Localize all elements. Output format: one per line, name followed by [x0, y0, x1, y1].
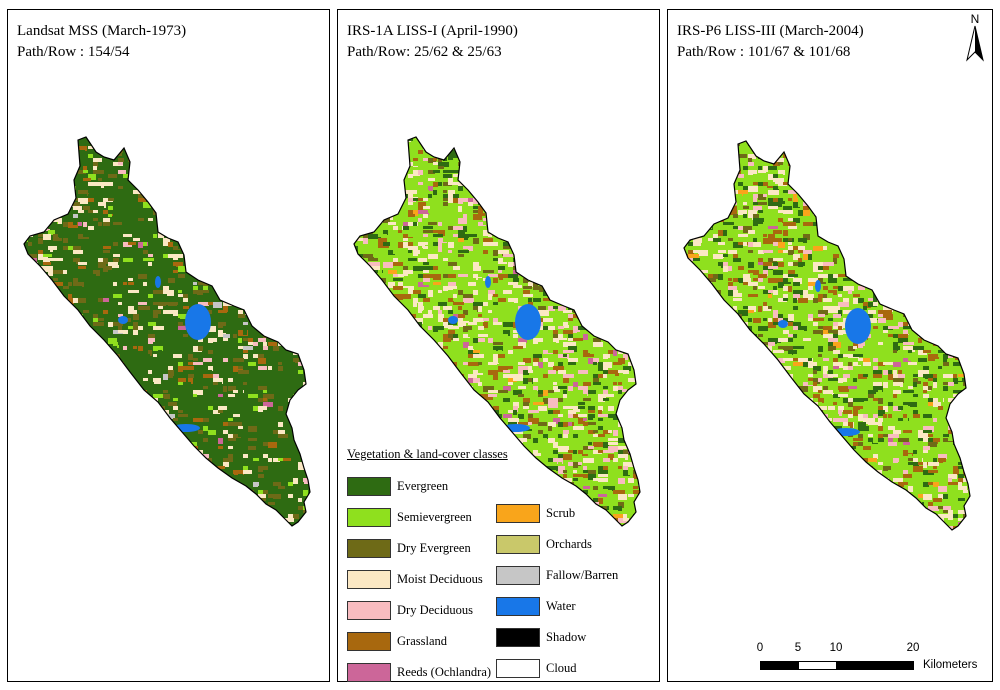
panel-subtitle: Path/Row : 154/54: [17, 44, 130, 60]
map-panel-1990: IRS-1A LISS-I (April-1990) Path/Row: 25/…: [337, 9, 660, 682]
panel-subtitle: Path/Row : 101/67 & 101/68: [677, 44, 851, 60]
legend-swatch: [496, 597, 540, 616]
panel-title-block: Landsat MSS (March-1973) Path/Row : 154/…: [17, 21, 186, 63]
scale-segment: [760, 661, 799, 670]
legend-swatch: [496, 504, 540, 523]
legend-label: Dry Evergreen: [397, 541, 471, 555]
scale-tick: 20: [906, 642, 920, 654]
legend-swatch: [347, 632, 391, 651]
land-cover-map-1973: [23, 136, 311, 527]
panel-title-block: IRS-1A LISS-I (April-1990) Path/Row: 25/…: [347, 21, 518, 63]
scale-segment: [798, 661, 837, 670]
legend-label: Reeds (Ochlandra): [397, 665, 492, 679]
north-arrow: N: [963, 12, 987, 62]
scale-segment: [836, 661, 914, 670]
legend-label: Dry Deciduous: [397, 603, 474, 617]
legend-label: Fallow/Barren: [546, 568, 619, 582]
legend-swatch: [496, 566, 540, 585]
legend-label: Moist Deciduous: [397, 572, 483, 586]
panel-title: Landsat MSS (March-1973): [17, 23, 187, 39]
land-cover-map-2004: [683, 140, 971, 531]
scale-unit: Kilometers: [923, 659, 978, 671]
legend-swatch: [347, 601, 391, 620]
legend-swatch: [347, 508, 391, 527]
legend-swatch: [347, 539, 391, 558]
scale-bar: 0 5 10 20 Kilometers: [756, 642, 996, 674]
scale-tick: 0: [756, 642, 764, 654]
legend-label: Evergreen: [397, 479, 449, 493]
north-arrow-icon: [966, 25, 984, 62]
legend-label: Cloud: [546, 661, 577, 675]
panel-title-block: IRS-P6 LISS-III (March-2004) Path/Row : …: [677, 21, 864, 63]
legend-label: Scrub: [546, 506, 576, 520]
legend-label: Semievergreen: [397, 510, 472, 524]
scale-tick: 10: [829, 642, 843, 654]
panel-subtitle: Path/Row: 25/62 & 25/63: [347, 44, 502, 60]
legend-title: Vegetation & land-cover classes: [347, 447, 508, 461]
legend-label: Shadow: [546, 630, 587, 644]
scale-tick: 5: [794, 642, 802, 654]
legend-swatch: [496, 659, 540, 678]
legend-swatch: [347, 477, 391, 496]
legend-label: Water: [546, 599, 576, 613]
panel-title: IRS-P6 LISS-III (March-2004): [677, 23, 864, 39]
legend-label: Grassland: [397, 634, 447, 648]
north-label: N: [970, 12, 980, 26]
legend-swatch: [496, 535, 540, 554]
legend-swatch: [347, 663, 391, 682]
map-panel-1973: Landsat MSS (March-1973) Path/Row : 154/…: [7, 9, 330, 682]
legend-swatch: [496, 628, 540, 647]
map-panel-2004: IRS-P6 LISS-III (March-2004) Path/Row : …: [667, 9, 993, 682]
panel-title: IRS-1A LISS-I (April-1990): [347, 23, 518, 39]
legend-label: Orchards: [546, 537, 592, 551]
legend-swatch: [347, 570, 391, 589]
